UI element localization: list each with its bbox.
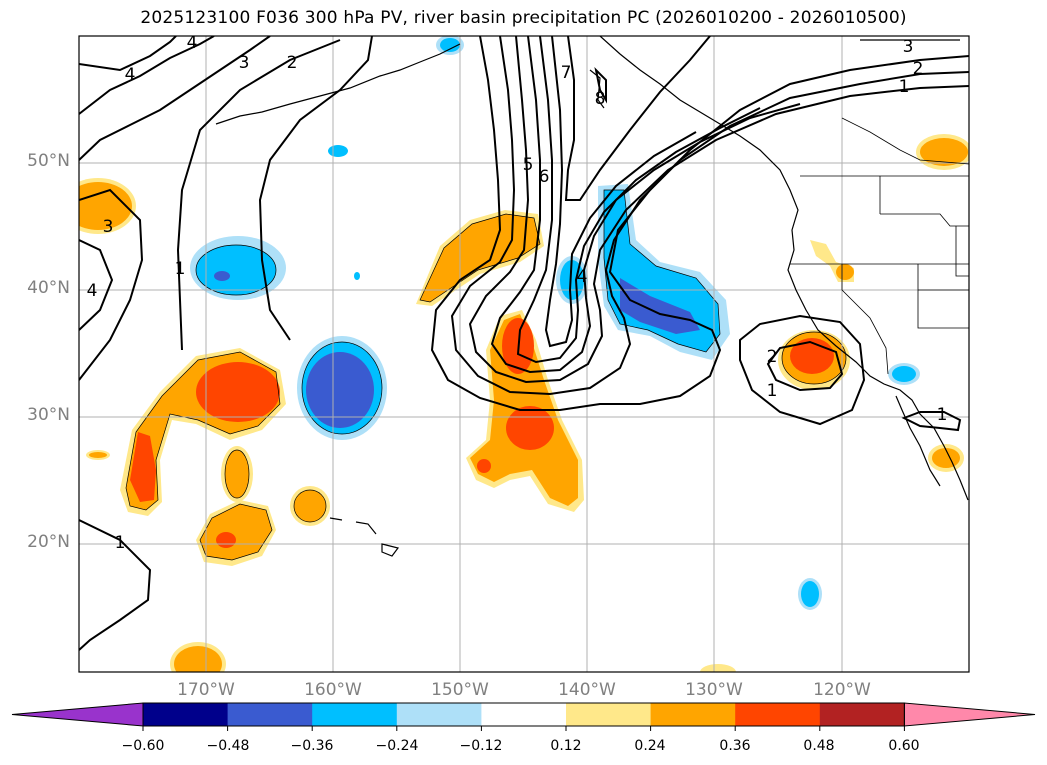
colorbar-segment	[735, 703, 821, 726]
colorbar-tick-label: 0.36	[719, 738, 751, 754]
colorbar-extend-left	[11, 702, 144, 727]
longitude-label-130w: 130°W	[685, 680, 743, 700]
contour-label: 4	[125, 65, 136, 85]
precipitation-pc-fill: 4 3 2 4 3 1 4 7 8 5 6 4 3 2 1 2 1 1 1	[79, 33, 969, 672]
longitude-label-160w: 160°W	[304, 680, 362, 700]
contour-label: 5	[523, 155, 534, 175]
colorbar-tick-label: 0.24	[634, 738, 666, 754]
latitude-label-20n: 20°N	[27, 532, 70, 552]
colorbar-segment	[396, 703, 482, 726]
longitude-label-170w: 170°W	[177, 680, 235, 700]
colorbar-segment	[566, 703, 652, 726]
contour-label: 7	[561, 63, 572, 83]
pv-contour-labels: 4 3 2 4 3 1 4 7 8 5 6 4 3 2 1 2 1 1 1	[87, 33, 948, 553]
colorbar-segments	[11, 702, 1036, 727]
contour-label: 4	[187, 33, 198, 53]
contour-label: 4	[87, 281, 98, 301]
fill-outlines	[125, 189, 847, 561]
colorbar-segment	[227, 703, 313, 726]
contour-label: 1	[937, 405, 948, 425]
contour-label: 3	[903, 37, 914, 57]
negative-anomaly-areas	[190, 36, 920, 610]
map-title: 2025123100 F036 300 hPa PV, river basin …	[140, 8, 907, 28]
contour-label: 1	[767, 381, 778, 401]
longitude-label-120w: 120°W	[813, 680, 871, 700]
latitude-label-40n: 40°N	[27, 278, 70, 298]
colorbar-segment	[650, 703, 736, 726]
contour-label: 4	[577, 267, 588, 287]
longitude-label-140w: 140°W	[558, 680, 616, 700]
gridlines	[79, 36, 969, 672]
pv-contours	[79, 36, 969, 651]
contour-label: 1	[115, 533, 126, 553]
contour-label: 2	[913, 59, 924, 79]
colorbar-segment	[143, 703, 229, 726]
contour-label: 8	[595, 89, 606, 109]
colorbar-tick-label: −0.36	[290, 738, 334, 754]
longitude-label-150w: 150°W	[431, 680, 489, 700]
latitude-label-50n: 50°N	[27, 151, 70, 171]
colorbar-tick-label: −0.48	[206, 738, 250, 754]
colorbar-segment	[312, 703, 398, 726]
colorbar-tick-label: 0.48	[803, 738, 835, 754]
colorbar-tick-label: −0.60	[121, 738, 165, 754]
contour-label: 3	[239, 53, 250, 73]
colorbar-tick-label: 0.12	[550, 738, 582, 754]
positive-anomaly-areas	[79, 134, 969, 672]
contour-label: 1	[899, 77, 910, 97]
map-plot: 4 3 2 4 3 1 4 7 8 5 6 4 3 2 1 2 1 1 1	[78, 33, 970, 673]
colorbar-outline	[142, 702, 905, 727]
colorbar-tick-label: −0.24	[375, 738, 419, 754]
colorbar-segment	[819, 703, 905, 726]
contour-label: 3	[103, 217, 114, 237]
colorbar-tick-label: 0.60	[888, 738, 920, 754]
political-borders	[790, 117, 969, 375]
map-frame	[78, 35, 970, 673]
contour-label: 2	[767, 347, 778, 367]
colorbar-segment	[481, 703, 567, 726]
colorbar-ticks	[142, 726, 905, 731]
contour-label: 2	[287, 53, 298, 73]
contour-label: 6	[539, 167, 550, 187]
colorbar-tick-label: −0.12	[459, 738, 503, 754]
contour-label: 1	[175, 259, 186, 279]
colorbar-extend-right	[903, 702, 1036, 727]
latitude-label-30n: 30°N	[27, 405, 70, 425]
